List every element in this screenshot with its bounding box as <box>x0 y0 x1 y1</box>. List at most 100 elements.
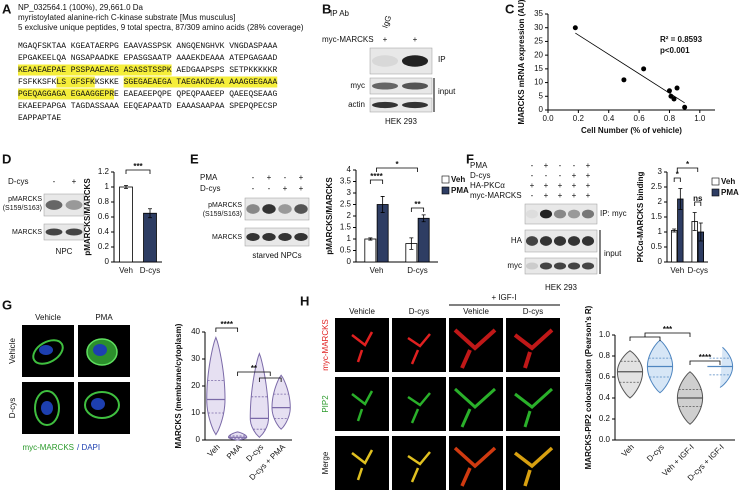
sequence-text: EPGAKEELQA NGSAPAADKE EPASGSAATP AAAEKDE… <box>18 54 277 63</box>
condition-sign: + <box>413 35 418 44</box>
panel-label: A <box>2 1 12 16</box>
condition-sign: - <box>53 177 56 186</box>
sig-label: * <box>686 160 690 169</box>
blot <box>43 193 85 217</box>
x-axis-label: Cell Number (% of vehicle) <box>581 126 682 135</box>
sig-bracket <box>629 336 661 341</box>
condition-sign: + <box>572 171 577 180</box>
error-bar <box>421 214 426 223</box>
condition-sign: + <box>544 161 549 170</box>
sig-label: * <box>395 160 399 169</box>
condition-label: PMA <box>200 173 218 182</box>
point <box>682 104 688 110</box>
sequence-text: SGEGAEAEGA TAEGAKDEAA AAAGGEGAAA <box>124 78 278 87</box>
x-tick-label: 0.0 <box>542 114 554 123</box>
y-tick-label: 20 <box>191 381 200 390</box>
error-bar <box>672 228 677 233</box>
band <box>65 228 83 236</box>
band <box>246 204 260 214</box>
condition-sign: - <box>531 171 534 180</box>
error-bar <box>692 212 697 231</box>
error-bar <box>678 188 683 210</box>
blot-footer: HEK 293 <box>545 283 578 292</box>
sequence-text: EAPPAPTAE <box>18 114 61 123</box>
sequence-text: KEAAEAEPAE PSSPAAEAEG ASASSTSSPK <box>18 66 172 75</box>
row-label: Vehicle <box>8 338 17 364</box>
y-tick-label: 0.8 <box>599 351 611 360</box>
condition-label: PMA <box>470 161 488 170</box>
sequence-text: FSFKKSFK <box>18 78 57 87</box>
y-tick-label: 20 <box>534 50 543 59</box>
sig-bracket <box>125 169 151 174</box>
blot-label: input <box>604 249 622 258</box>
y-tick-label: 0.4 <box>599 393 611 402</box>
y-tick-label: 5 <box>539 91 544 100</box>
x-tick-label: Veh <box>206 443 222 459</box>
error-bar <box>409 237 414 250</box>
blot-label: input <box>438 87 456 96</box>
y-tick-label: 0.2 <box>98 242 110 251</box>
y-tick-label: 2 <box>347 211 352 220</box>
error-bar <box>698 222 703 242</box>
condition-sign: + <box>558 191 563 200</box>
error-bar <box>124 185 128 189</box>
condition-sign: - <box>531 191 534 200</box>
panel-label: H <box>300 293 309 308</box>
blot <box>369 97 433 113</box>
condition-sign: - <box>268 184 271 193</box>
legend-swatch <box>711 177 720 186</box>
column-label: Vehicle <box>349 307 375 316</box>
band <box>45 228 63 236</box>
violin <box>271 374 291 430</box>
x-tick-label: 0.4 <box>603 114 615 123</box>
x-tick-label: D-cys <box>645 443 666 464</box>
blot <box>244 197 310 221</box>
annotation: R² = 0.8593 <box>660 35 703 44</box>
blot-label: actin <box>348 100 365 109</box>
blot-label: MARCKS <box>212 234 242 241</box>
condition-label: HA-PKCα <box>470 181 505 190</box>
y-tick-label: 30 <box>534 23 543 32</box>
y-tick-label: 40 <box>191 327 200 336</box>
y-tick-label: 35 <box>534 9 543 18</box>
y-tick-label: 2.5 <box>340 200 352 209</box>
sig-bracket <box>237 371 271 376</box>
treatment-label: + IGF-I <box>491 293 516 302</box>
condition-sign: + <box>586 181 591 190</box>
condition-sign: + <box>586 191 591 200</box>
sig-label: **** <box>370 172 383 181</box>
band <box>525 209 539 219</box>
sig-label: *** <box>133 162 143 171</box>
sequence-text: EKAEEPAPGA TAGDASSAAA EEQEAPAATD EAAASAA… <box>18 102 277 111</box>
condition-label: D-cys <box>470 171 490 180</box>
y-axis-label: MARCKS (membrane/cytoplasm) <box>174 323 183 448</box>
band <box>525 262 539 270</box>
blot-header: IP Ab <box>330 9 350 18</box>
point <box>666 88 672 94</box>
band <box>553 236 567 246</box>
point <box>572 25 578 31</box>
bar <box>671 230 678 263</box>
blot-footer: starved NPCs <box>252 251 301 260</box>
blot-label: (S159/S163) <box>3 205 42 212</box>
y-tick-label: 0.8 <box>98 197 110 206</box>
band <box>553 209 567 219</box>
sig-label: *** <box>663 325 673 334</box>
sig-bracket <box>694 201 702 206</box>
row-label: Merge <box>321 451 330 474</box>
sig-bracket <box>376 167 418 172</box>
x-tick-label: D-cys <box>140 266 160 275</box>
sig-bracket <box>673 177 681 182</box>
band <box>567 262 581 270</box>
y-axis-label: pMARCKS/MARCKS <box>325 177 334 255</box>
blot-label: HA <box>511 236 523 245</box>
panel-label: D <box>2 151 11 166</box>
point <box>674 85 680 91</box>
y-tick-label: 10 <box>534 78 543 87</box>
blot-label: myc <box>507 261 522 270</box>
panel-label: B <box>322 1 331 16</box>
y-tick-label: 1.5 <box>340 223 352 232</box>
lane-label: IgG <box>380 14 393 29</box>
violin <box>249 352 270 439</box>
